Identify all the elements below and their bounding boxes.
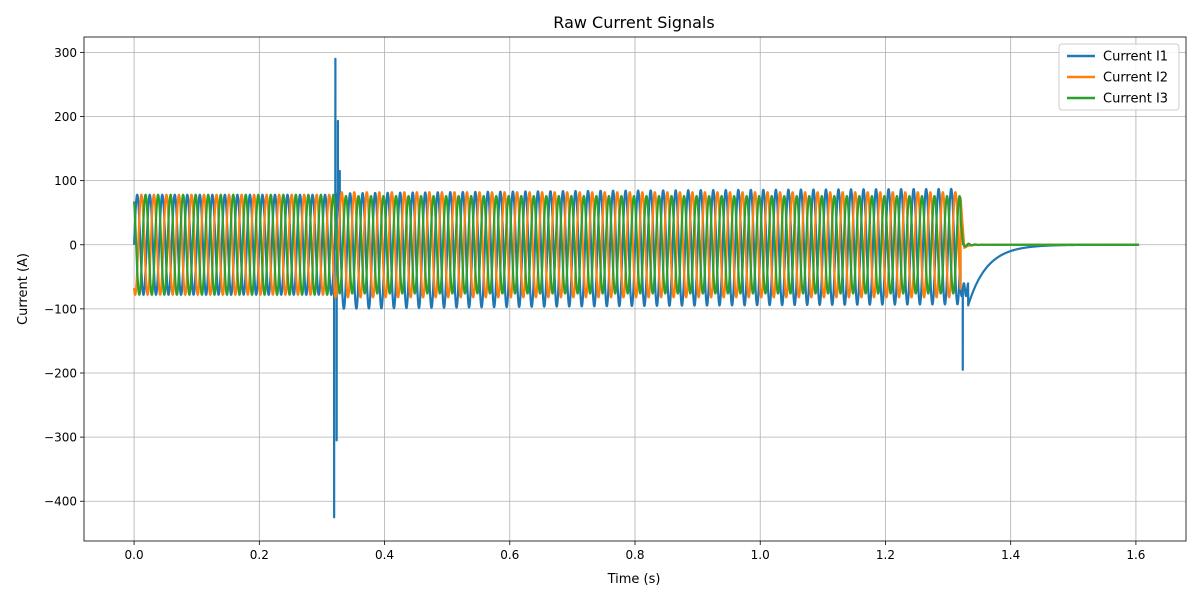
x-tick-label: 1.2 <box>876 548 895 562</box>
y-tick-label: −300 <box>44 431 77 445</box>
y-tick-label: 300 <box>54 46 77 60</box>
legend-label-i2: Current I2 <box>1103 71 1168 86</box>
legend-label-i3: Current I3 <box>1103 92 1168 107</box>
x-tick-label: 1.4 <box>1001 548 1020 562</box>
x-tick-label: 0.8 <box>625 548 644 562</box>
y-axis-label: Current (A) <box>16 253 31 325</box>
x-axis-label: Time (s) <box>607 572 661 587</box>
x-tick-label: 0.0 <box>125 548 144 562</box>
x-tick-label: 1.6 <box>1126 548 1145 562</box>
legend: Current I1 Current I2 Current I3 <box>1058 43 1180 111</box>
chart-title: Raw Current Signals <box>553 13 714 32</box>
y-tick-label: 0 <box>69 238 77 252</box>
y-tick-label: 100 <box>54 174 77 188</box>
plot-lines <box>132 57 1141 519</box>
series-line-i3 <box>132 193 1141 296</box>
x-tick-label: 0.4 <box>375 548 394 562</box>
y-tick-label: −200 <box>44 367 77 381</box>
legend-label-i1: Current I1 <box>1103 50 1168 65</box>
y-tick-label: 200 <box>54 110 77 124</box>
legend-box <box>1058 43 1180 111</box>
x-tick-label: 0.6 <box>500 548 519 562</box>
x-axis: 0.0 0.2 0.4 0.6 0.8 1.0 1.2 1.4 1.6 <box>125 541 1145 562</box>
y-tick-label: −400 <box>44 495 77 509</box>
y-axis: 300 200 100 0 −100 −200 −300 −400 <box>44 46 84 509</box>
x-tick-label: 1.0 <box>751 548 770 562</box>
y-tick-label: −100 <box>44 302 77 316</box>
x-tick-label: 0.2 <box>250 548 269 562</box>
